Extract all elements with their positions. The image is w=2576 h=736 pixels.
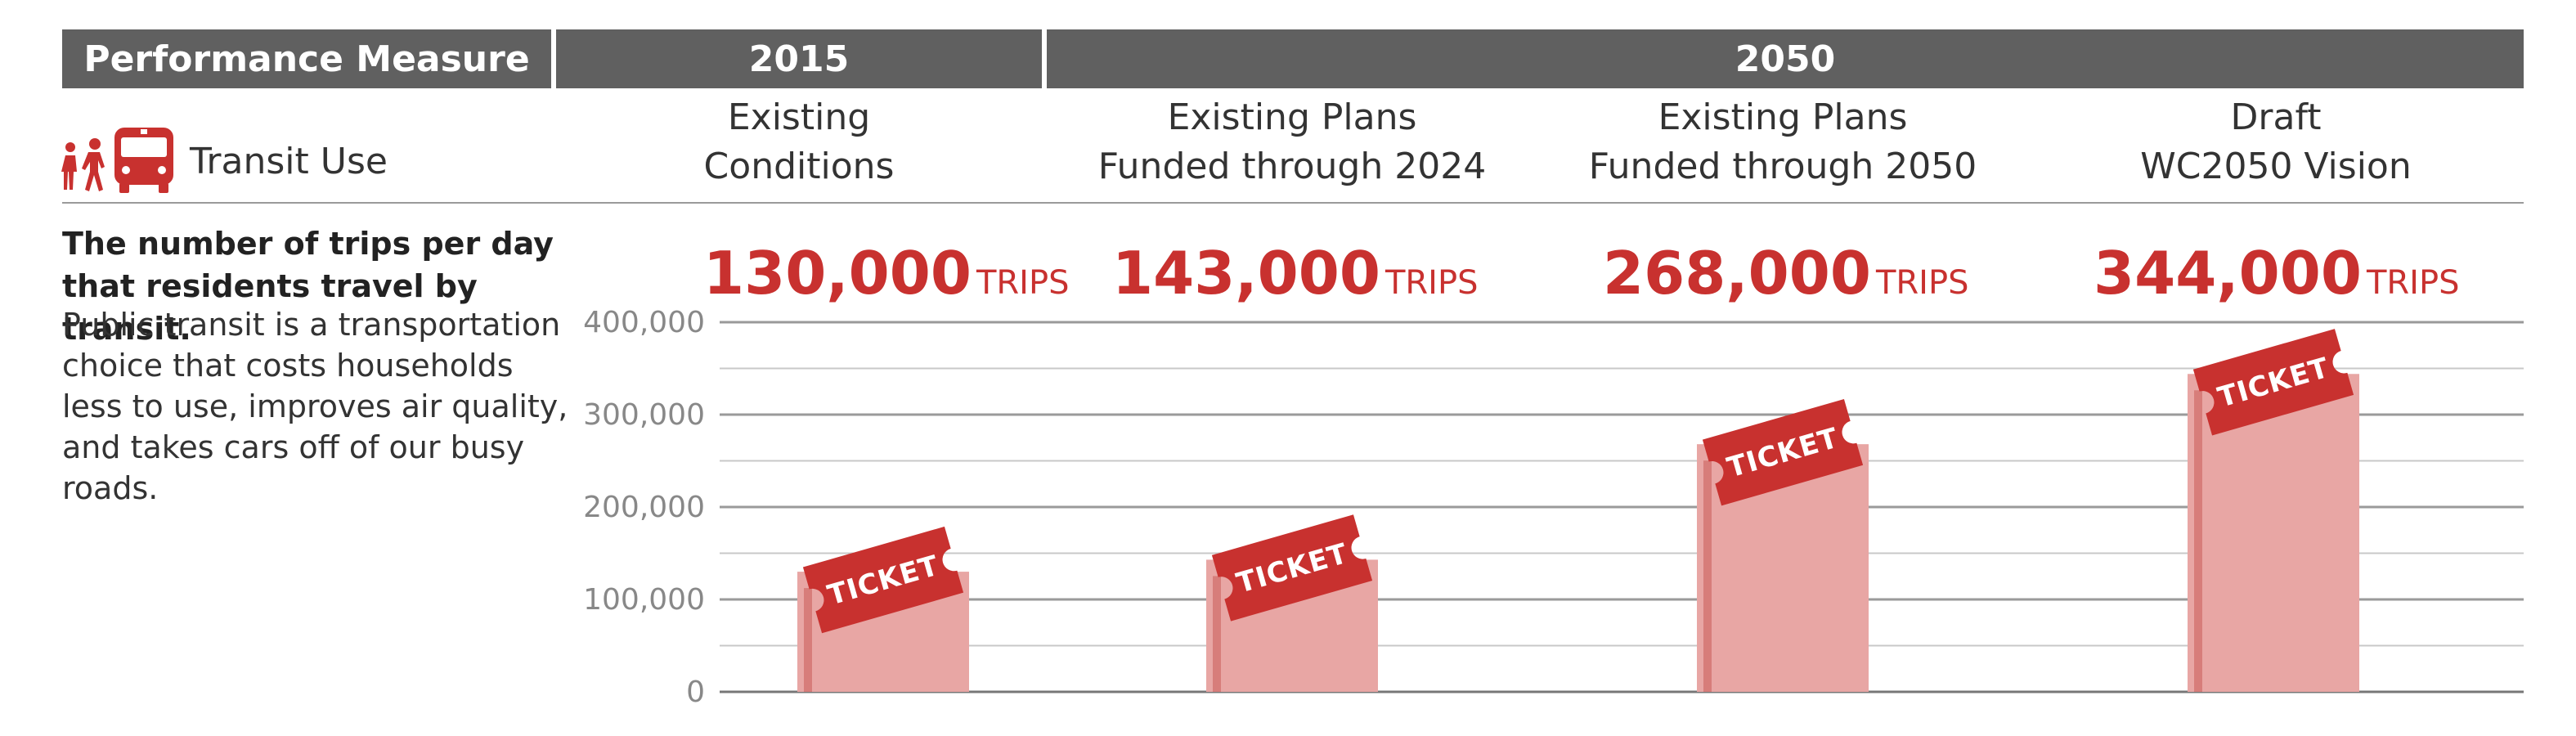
column-heading-line2: Funded through 2050 [1588, 146, 1977, 187]
trip-unit: TRIPS [1384, 264, 1479, 302]
bar-edge-shade [2194, 390, 2202, 692]
y-tick-label: 200,000 [583, 491, 705, 524]
trip-unit: TRIPS [2366, 264, 2460, 302]
bar-edge-shade [1703, 460, 1712, 692]
column-heading-line1: Existing Plans [1167, 96, 1417, 138]
column-heading: Draft WC2050 Vision [2028, 93, 2524, 191]
y-tick-label: 400,000 [583, 306, 705, 339]
ticket-shape [802, 526, 964, 634]
trip-value-label: 130,000 TRIPS [703, 239, 1069, 307]
column-heading-line1: Existing Plans [1658, 96, 1908, 138]
ticket-icon: TICKET [1211, 514, 1373, 622]
column-heading: Existing Plans Funded through 2024 [1047, 93, 1537, 191]
bar-edge-shade [804, 588, 812, 692]
ticket-bar: TICKET [1206, 514, 1378, 692]
pedestrian-icon [82, 138, 105, 191]
trip-value: 143,000 [1112, 239, 1380, 307]
column-heading: Existing Conditions [556, 93, 1042, 191]
bar-edge-shade [1213, 576, 1221, 692]
trip-value-label: 268,000 TRIPS [1603, 239, 1968, 307]
ticket-bar: TICKET [1697, 398, 1869, 692]
ticket-icon: TICKET [2192, 329, 2354, 436]
y-tick-label: 300,000 [583, 398, 705, 432]
column-heading-line1: Draft [2230, 96, 2322, 138]
column-heading: Existing Plans Funded through 2050 [1537, 93, 2028, 191]
pedestrian-icon [61, 142, 77, 190]
transit-icons [59, 123, 182, 200]
bus-icon [114, 128, 173, 193]
column-heading-line2: WC2050 Vision [2140, 146, 2412, 187]
trip-unit: TRIPS [976, 264, 1070, 302]
measure-description-bold: The number of trips per day that residen… [62, 226, 554, 347]
y-axis-ticks: 0 100,000 200,000 300,000 400,000 [583, 306, 705, 709]
trip-value-label: 143,000 TRIPS [1112, 239, 1478, 307]
ticket-icon: TICKET [802, 526, 964, 634]
trip-unit: TRIPS [1875, 264, 1969, 302]
y-tick-label: 100,000 [583, 583, 705, 617]
y-tick-label: 0 [686, 675, 705, 709]
ticket-shape [1702, 398, 1864, 506]
ticket-icon: TICKET [1702, 398, 1864, 506]
header-year-2050: 2050 [1047, 29, 2524, 88]
header-performance-measure: Performance Measure [62, 29, 551, 88]
header-year-2015: 2015 [556, 29, 1042, 88]
column-heading-line2: Funded through 2024 [1097, 146, 1487, 187]
header-divider [62, 202, 2524, 204]
trip-value: 268,000 [1603, 239, 1871, 307]
ticket-bar: TICKET [2188, 329, 2359, 692]
ticket-bar: TICKET [797, 526, 969, 692]
measure-description: Public transit is a transportation choic… [62, 307, 568, 506]
trip-value: 130,000 [703, 239, 972, 307]
trip-value-label: 344,000 TRIPS [2094, 239, 2459, 307]
ticket-shape [1211, 514, 1373, 622]
trip-value: 344,000 [2094, 239, 2362, 307]
column-heading-line1: Existing [727, 96, 871, 138]
column-heading-line2: Conditions [703, 146, 895, 187]
measure-name: Transit Use [190, 141, 388, 182]
ticket-shape [2192, 329, 2354, 436]
bars-layer: TICKET TICKET TICKET TICKET [797, 329, 2359, 692]
